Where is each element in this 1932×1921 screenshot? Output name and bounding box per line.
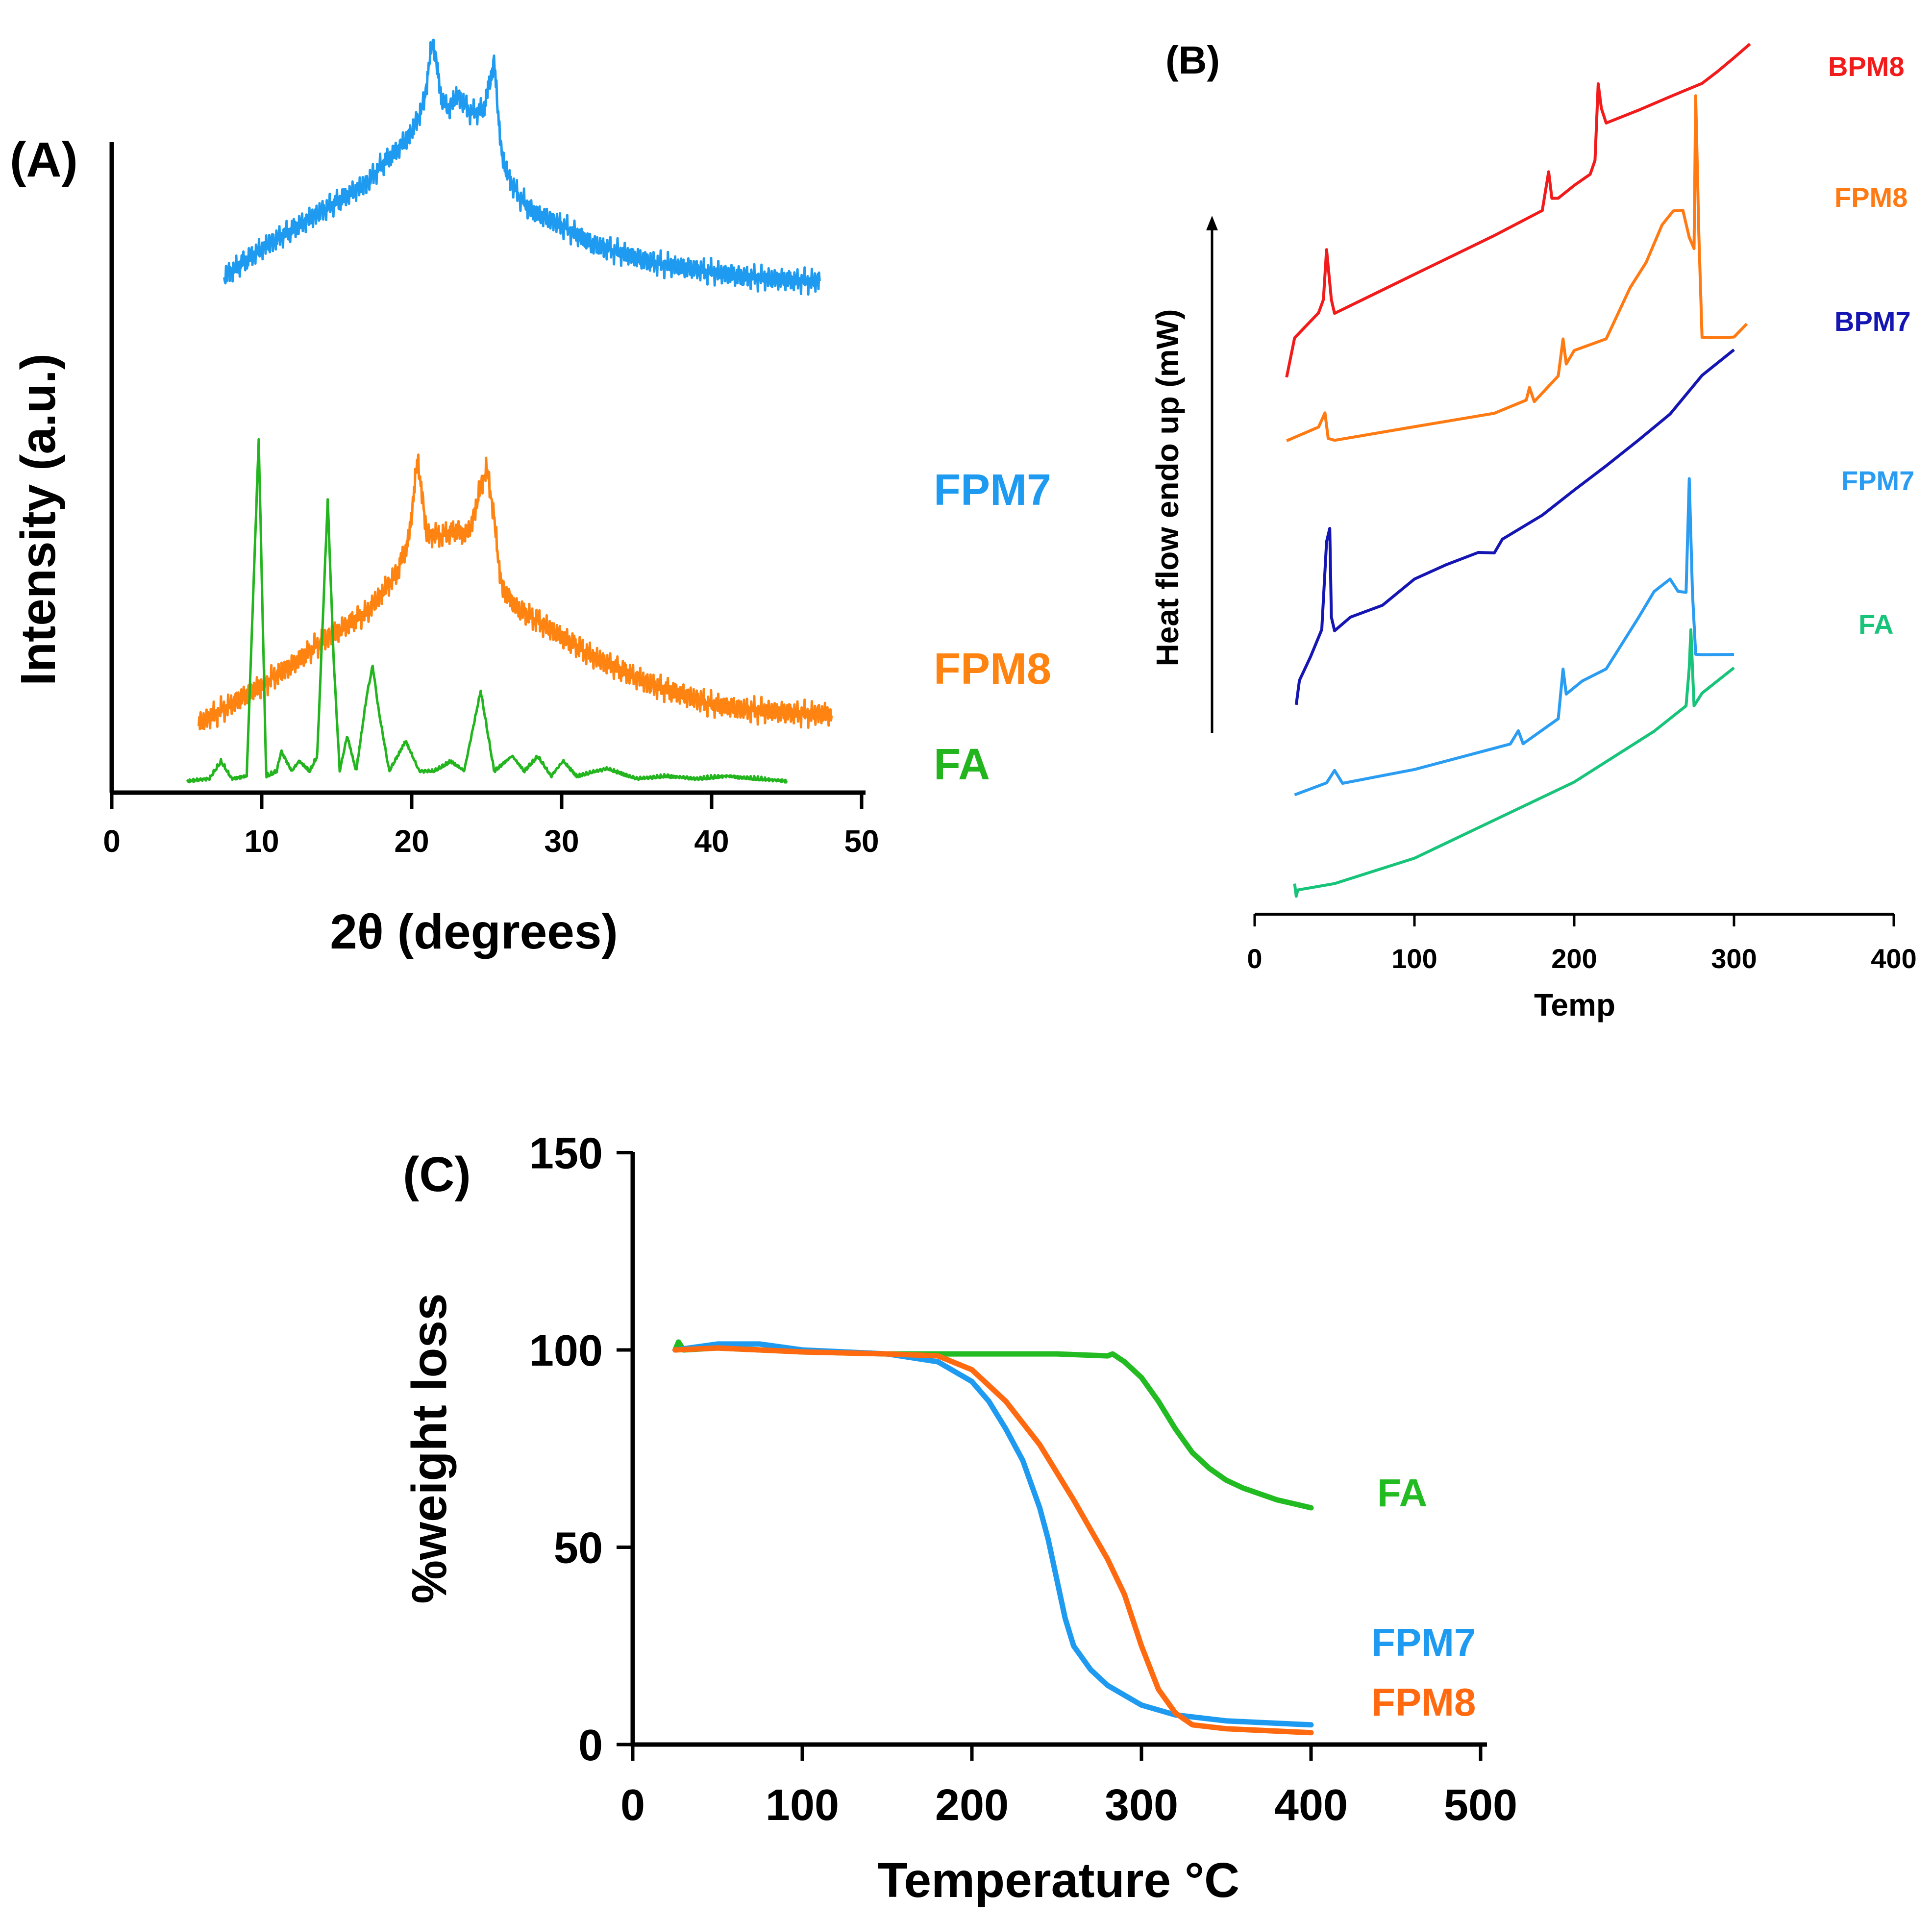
panel-a-x-tick-label: 10	[244, 823, 279, 859]
panel-c-series-fpm8-line	[672, 1345, 1314, 1736]
panel-c-x-tick-label: 500	[1444, 1781, 1517, 1830]
panel-b-heat-flow-arrowhead	[1206, 216, 1218, 230]
panel-b-series-bpm8-line	[1285, 43, 1751, 378]
panel-b-legend-fpm8: FPM8	[1834, 182, 1907, 213]
panel-c-series-fa-line	[672, 1339, 1314, 1511]
panel-c-y-tick-label: 100	[529, 1326, 603, 1375]
panel-b-x-tick-label: 100	[1391, 943, 1437, 974]
panel-c-legend-fpm8: FPM8	[1371, 1680, 1476, 1724]
panel-a-x-tick-label: 20	[394, 823, 429, 859]
panel-a-x-tick-label: 40	[694, 823, 729, 859]
panel-a-label: (A)	[10, 132, 78, 187]
panel-c-x-tick-label: 100	[766, 1781, 839, 1830]
panel-a-series-fpm7-line	[223, 38, 821, 296]
panel-c-x-tick-label: 300	[1105, 1781, 1178, 1830]
panel-a-x-tick-label: 30	[544, 823, 579, 859]
panel-b-series-fa-line	[1293, 628, 1735, 898]
panel-c-tga-chart: (C) 0 100 200 300 400 500 0 50 100 150 FA FPM7 FPM8…	[402, 1129, 1517, 1908]
panel-a-legend-fpm7: FPM7	[934, 466, 1051, 515]
panel-c-x-axis-label: Temperature °C	[878, 1853, 1239, 1908]
panel-c-legend-fa: FA	[1377, 1471, 1427, 1515]
panel-c-series-fpm7-line	[672, 1341, 1314, 1728]
panel-b-x-tick-label: 400	[1871, 943, 1916, 974]
panel-c-y-tick-label: 0	[578, 1721, 603, 1770]
panel-c-y-tick-label: 50	[554, 1524, 603, 1573]
panel-c-y-axis-label: %weight loss	[402, 1293, 457, 1603]
panel-b-legend-fpm7: FPM7	[1841, 465, 1914, 496]
panel-b-legend-bpm8: BPM8	[1828, 51, 1905, 82]
panel-c-x-tick-label: 400	[1274, 1781, 1348, 1830]
panel-c-y-tick-label: 150	[529, 1129, 603, 1178]
panel-a-y-axis-label: Intensity (a.u.)	[11, 353, 66, 686]
panel-a-x-axis-label: 2θ (degrees)	[330, 904, 618, 959]
panel-c-x-tick-label: 200	[935, 1781, 1009, 1830]
panel-c-label: (C)	[403, 1147, 471, 1202]
panel-b-x-tick-label: 300	[1711, 943, 1757, 974]
panel-c-legend-fpm7: FPM7	[1371, 1621, 1476, 1664]
panel-b-legend-bpm7: BPM7	[1834, 306, 1911, 337]
panel-b-x-tick-label: 200	[1551, 943, 1597, 974]
panel-c-x-tick-label: 0	[620, 1781, 645, 1830]
panel-b-legend-fa: FA	[1858, 609, 1894, 640]
panel-a-legend-fa: FA	[934, 740, 990, 789]
panel-b-x-axis-label: Temp	[1534, 987, 1615, 1023]
panel-b-x-tick-label: 0	[1247, 943, 1262, 974]
panel-b-y-axis-label: Heat flow endo up (mW)	[1150, 309, 1185, 667]
panel-a-legend-fpm8: FPM8	[934, 645, 1051, 694]
panel-b-dsc-chart: (B) 0 100 200 300 400 BPM8 FPM8 BPM7 FPM7 FA Tem…	[1150, 38, 1917, 1023]
panel-a-series-fa-line	[186, 438, 788, 784]
panel-a-series-fpm8-line	[198, 453, 833, 730]
panel-b-series-fpm7-line	[1294, 477, 1734, 797]
panel-b-label: (B)	[1165, 38, 1220, 82]
panel-a-x-tick-label: 50	[844, 823, 879, 859]
panel-b-series-fpm8-line	[1286, 94, 1748, 442]
panel-a-x-tick-label: 0	[103, 823, 121, 859]
panel-b-series-bpm7-line	[1294, 349, 1735, 705]
